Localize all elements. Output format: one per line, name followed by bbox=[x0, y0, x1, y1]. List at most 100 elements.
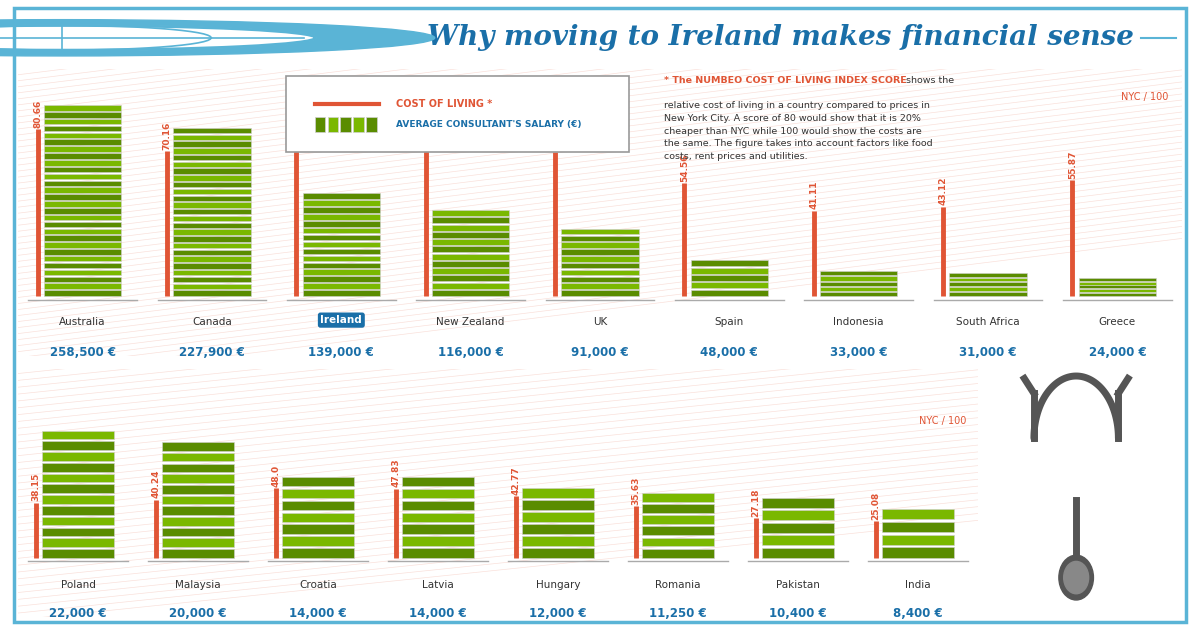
Bar bbox=[44, 222, 121, 227]
Bar bbox=[44, 174, 121, 180]
Text: Canada: Canada bbox=[192, 318, 232, 327]
Text: 80.77: 80.77 bbox=[421, 99, 430, 128]
Bar bbox=[44, 146, 121, 152]
Bar bbox=[173, 222, 251, 228]
Bar bbox=[282, 548, 354, 558]
Bar bbox=[173, 243, 251, 248]
Text: 38.15: 38.15 bbox=[31, 473, 41, 501]
Bar bbox=[562, 229, 638, 234]
Bar bbox=[44, 160, 121, 166]
Bar bbox=[44, 105, 121, 111]
Bar bbox=[341, 117, 350, 132]
Bar bbox=[44, 236, 121, 241]
Bar bbox=[432, 261, 510, 266]
Bar bbox=[173, 141, 251, 147]
Bar bbox=[949, 273, 1027, 277]
Bar bbox=[173, 202, 251, 208]
Text: shows the: shows the bbox=[902, 76, 954, 86]
Text: 14,000 €: 14,000 € bbox=[289, 607, 347, 621]
Bar bbox=[302, 221, 380, 227]
Bar bbox=[522, 512, 594, 522]
Bar bbox=[762, 547, 834, 558]
Text: NYC / 100: NYC / 100 bbox=[1121, 93, 1168, 103]
Bar bbox=[162, 474, 234, 483]
Text: 55.87: 55.87 bbox=[1068, 151, 1076, 179]
Text: 91,000 €: 91,000 € bbox=[571, 346, 629, 359]
Circle shape bbox=[0, 25, 316, 50]
Bar bbox=[562, 243, 638, 248]
Bar bbox=[762, 523, 834, 532]
Bar bbox=[282, 524, 354, 534]
Bar bbox=[302, 256, 380, 261]
Bar bbox=[44, 188, 121, 193]
Bar bbox=[1079, 285, 1156, 289]
Circle shape bbox=[1063, 561, 1088, 593]
Text: 43.12: 43.12 bbox=[938, 177, 948, 205]
Bar bbox=[42, 517, 114, 525]
Text: 8,400 €: 8,400 € bbox=[893, 607, 943, 621]
Text: Romania: Romania bbox=[655, 580, 701, 590]
Bar bbox=[949, 292, 1027, 295]
Bar bbox=[302, 242, 380, 248]
Bar bbox=[44, 249, 121, 255]
Bar bbox=[432, 246, 510, 252]
Bar bbox=[44, 229, 121, 234]
Text: 33,000 €: 33,000 € bbox=[830, 346, 888, 359]
Bar bbox=[402, 536, 474, 546]
Text: Croatia: Croatia bbox=[299, 580, 337, 590]
Text: Hungary: Hungary bbox=[535, 580, 581, 590]
Bar bbox=[642, 526, 714, 536]
Bar bbox=[44, 284, 121, 289]
Bar bbox=[690, 290, 768, 295]
Text: 47.83: 47.83 bbox=[391, 459, 401, 488]
Bar bbox=[42, 463, 114, 472]
Text: 54.56: 54.56 bbox=[680, 153, 689, 181]
Bar bbox=[1079, 289, 1156, 292]
Bar bbox=[162, 549, 234, 558]
Bar bbox=[432, 290, 510, 295]
Bar bbox=[302, 193, 380, 199]
Bar bbox=[432, 254, 510, 260]
Text: * The NUMBEO COST OF LIVING INDEX SCORE: * The NUMBEO COST OF LIVING INDEX SCORE bbox=[664, 76, 907, 86]
Text: Why moving to Ireland makes financial sense: Why moving to Ireland makes financial se… bbox=[427, 25, 1134, 51]
Bar bbox=[302, 214, 380, 220]
Bar bbox=[882, 522, 954, 532]
Bar bbox=[44, 256, 121, 261]
Bar bbox=[302, 235, 380, 241]
Bar bbox=[173, 148, 251, 154]
Bar bbox=[366, 117, 377, 132]
Bar bbox=[173, 135, 251, 140]
Bar bbox=[42, 431, 114, 439]
Bar bbox=[562, 277, 638, 282]
Bar bbox=[562, 290, 638, 295]
Text: 20,000 €: 20,000 € bbox=[169, 607, 227, 621]
Bar bbox=[690, 268, 768, 273]
Bar bbox=[432, 239, 510, 245]
Bar bbox=[173, 189, 251, 194]
Bar bbox=[173, 284, 251, 289]
Text: 76.98: 76.98 bbox=[292, 107, 301, 135]
Bar bbox=[522, 524, 594, 534]
Text: Ireland: Ireland bbox=[320, 315, 362, 325]
Bar bbox=[882, 547, 954, 558]
Circle shape bbox=[1058, 555, 1093, 600]
Bar bbox=[562, 256, 638, 261]
Text: 24,000 €: 24,000 € bbox=[1088, 346, 1146, 359]
Bar bbox=[762, 498, 834, 508]
Bar bbox=[44, 119, 121, 124]
Text: 35.63: 35.63 bbox=[631, 477, 641, 505]
Bar bbox=[162, 485, 234, 493]
Bar bbox=[562, 270, 638, 275]
Bar bbox=[949, 282, 1027, 286]
Text: UK: UK bbox=[593, 318, 607, 327]
Text: 70.16: 70.16 bbox=[162, 121, 172, 149]
Bar bbox=[432, 232, 510, 238]
Bar bbox=[282, 513, 354, 522]
Text: Malaysia: Malaysia bbox=[175, 580, 221, 590]
Bar bbox=[162, 453, 234, 461]
Bar bbox=[44, 208, 121, 214]
Bar bbox=[162, 507, 234, 515]
Bar bbox=[402, 548, 474, 558]
Text: COST OF LIVING *: COST OF LIVING * bbox=[396, 99, 492, 109]
Bar bbox=[44, 277, 121, 282]
